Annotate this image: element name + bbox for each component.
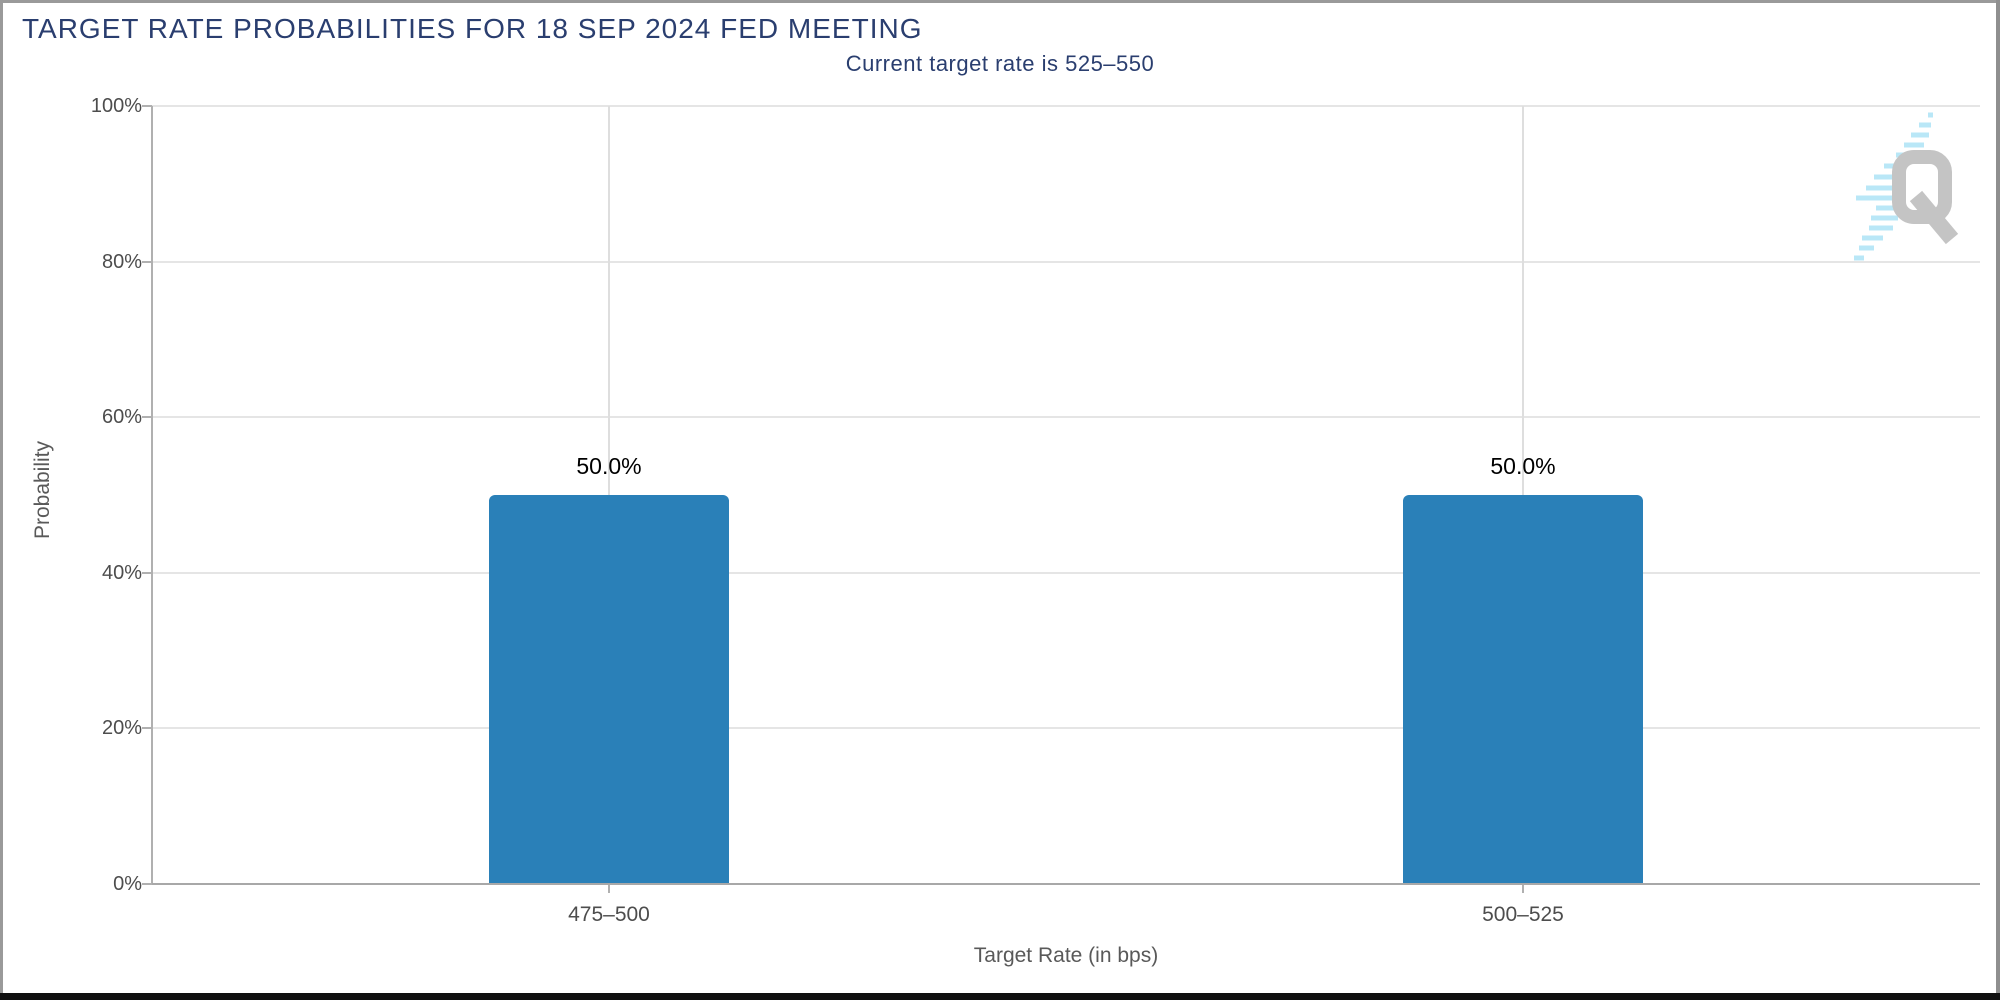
y-axis-tick bbox=[142, 261, 152, 263]
y-gridline bbox=[152, 261, 1980, 263]
window-border-bottom bbox=[0, 993, 2000, 1000]
window-border-left bbox=[0, 0, 3, 993]
probability-bar[interactable] bbox=[1403, 495, 1643, 884]
category-label: 500–525 bbox=[1482, 903, 1564, 926]
x-axis-title: Target Rate (in bps) bbox=[973, 944, 1159, 967]
x-axis-tick bbox=[1522, 884, 1524, 893]
y-tick-label: 40% bbox=[101, 562, 142, 584]
quikstrike-logo-icon bbox=[1854, 112, 1959, 261]
y-tick-label: 60% bbox=[101, 406, 142, 428]
y-axis-line bbox=[151, 106, 153, 884]
y-gridline bbox=[152, 572, 1980, 574]
y-gridline bbox=[152, 727, 1980, 729]
y-tick-label: 0% bbox=[113, 873, 142, 895]
bar-value-label: 50.0% bbox=[576, 453, 642, 479]
y-axis-tick bbox=[142, 105, 152, 107]
y-tick-label: 80% bbox=[101, 251, 142, 273]
x-axis-line bbox=[152, 883, 1980, 885]
y-axis-title: Probability bbox=[31, 440, 54, 540]
y-tick-label: 20% bbox=[101, 717, 142, 739]
window-border-right bbox=[1996, 0, 2000, 993]
y-axis-tick bbox=[142, 416, 152, 418]
y-tick-label: 100% bbox=[90, 95, 142, 117]
chart-subtitle: Current target rate is 525–550 bbox=[845, 51, 1155, 76]
x-axis-tick bbox=[608, 884, 610, 893]
watermark-q-letter bbox=[1892, 150, 1959, 245]
window-border-top bbox=[0, 0, 2000, 3]
category-label: 475–500 bbox=[568, 903, 650, 926]
chart-title: TARGET RATE PROBABILITIES FOR 18 SEP 202… bbox=[22, 13, 923, 44]
probability-bar[interactable] bbox=[489, 495, 729, 884]
bar-value-label: 50.0% bbox=[1490, 453, 1556, 479]
y-axis-tick bbox=[142, 572, 152, 574]
y-axis-tick bbox=[142, 727, 152, 729]
y-gridline bbox=[152, 416, 1980, 418]
y-gridline bbox=[152, 105, 1980, 107]
y-axis-tick bbox=[142, 883, 152, 885]
